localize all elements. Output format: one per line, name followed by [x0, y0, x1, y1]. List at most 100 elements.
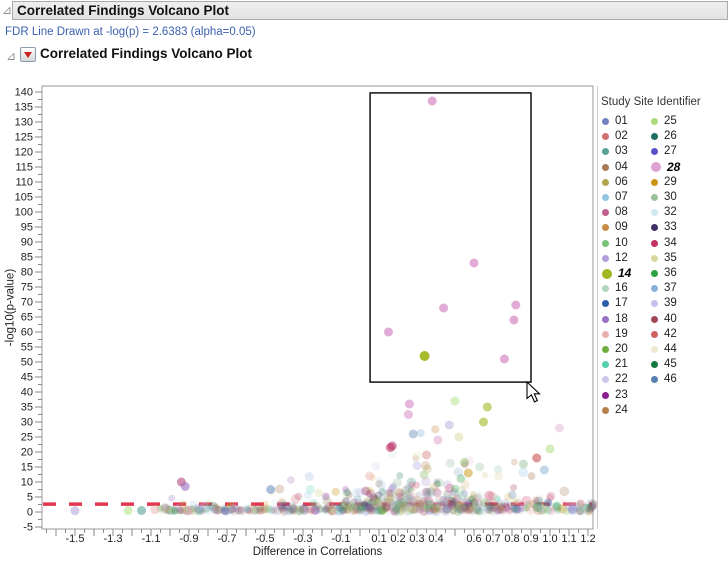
svg-text:135: 135	[15, 102, 33, 114]
legend-item-03[interactable]: 03	[602, 144, 628, 159]
legend-item-label: 04	[615, 160, 628, 173]
legend-swatch-icon	[602, 376, 609, 384]
data-point-site-25	[123, 506, 133, 515]
legend-item-06[interactable]: 06	[602, 175, 628, 190]
legend-swatch-icon	[602, 133, 609, 141]
legend-item-19[interactable]: 19	[602, 327, 628, 342]
legend-item-08[interactable]: 08	[602, 205, 628, 220]
legend-swatch-icon	[651, 330, 658, 338]
legend-item-14[interactable]: 14	[602, 266, 631, 281]
svg-text:40: 40	[21, 387, 33, 399]
legend-item-21[interactable]: 21	[602, 357, 628, 372]
legend-item-02[interactable]: 02	[602, 129, 628, 144]
legend-item-label: 21	[615, 358, 628, 371]
svg-text:115: 115	[15, 162, 33, 174]
legend-item-04[interactable]: 04	[602, 160, 628, 175]
legend-swatch-icon	[651, 133, 658, 141]
legend-swatch-icon	[602, 209, 609, 217]
data-point-site-03	[137, 506, 146, 515]
disclosure-triangle-icon[interactable]: ⊿	[6, 49, 17, 63]
legend-item-27[interactable]: 27	[651, 144, 677, 159]
selection-rectangle[interactable]	[369, 92, 532, 383]
legend-item-28[interactable]: 28	[651, 160, 680, 175]
legend-item-22[interactable]: 22	[602, 372, 628, 387]
legend-item-10[interactable]: 10	[602, 236, 628, 251]
legend-item-18[interactable]: 18	[602, 312, 628, 327]
legend-item-23[interactable]: 23	[602, 388, 628, 403]
legend-item-09[interactable]: 09	[602, 220, 628, 235]
legend-item-46[interactable]: 46	[651, 372, 677, 387]
disclosure-triangle-icon[interactable]: ⊿	[2, 3, 13, 17]
legend-item-label: 24	[615, 403, 628, 416]
legend-item-label: 02	[615, 130, 628, 143]
legend-item-label: 39	[664, 297, 677, 310]
svg-text:0.8: 0.8	[504, 533, 519, 545]
y-axis-ticks: -5 0 5 10 15 20 25 30 35 40 45 50 55 60 65 70 75 80 85 90 95…	[15, 87, 42, 534]
data-point-site-44	[494, 471, 504, 481]
legend-item-label: 18	[615, 312, 628, 325]
legend-item-45[interactable]: 45	[651, 357, 677, 372]
svg-text:0: 0	[27, 507, 33, 519]
legend-swatch-icon	[602, 194, 609, 201]
legend-item-20[interactable]: 20	[602, 342, 628, 357]
svg-text:0.6: 0.6	[466, 533, 481, 545]
legend-item-25[interactable]: 25	[651, 114, 677, 129]
legend-item-35[interactable]: 35	[651, 251, 677, 266]
legend-swatch-icon	[602, 330, 609, 338]
legend-item-label: 29	[664, 175, 677, 188]
legend-swatch-icon	[651, 300, 658, 308]
legend-item-label: 26	[664, 130, 677, 143]
data-point-site-28	[555, 423, 564, 433]
legend-item-01[interactable]: 01	[602, 114, 628, 129]
legend-item-34[interactable]: 34	[651, 236, 677, 251]
legend-item-37[interactable]: 37	[651, 281, 677, 296]
legend-item-44[interactable]: 44	[651, 342, 677, 357]
legend-swatch-icon	[602, 178, 609, 186]
legend-item-label: 17	[615, 297, 628, 310]
legend-item-26[interactable]: 26	[651, 129, 677, 144]
legend-item-36[interactable]: 36	[651, 266, 677, 281]
report-title: Correlated Findings Volcano Plot	[17, 3, 230, 18]
legend-item-29[interactable]: 29	[651, 175, 677, 190]
outline-header-bar[interactable]: Correlated Findings Volcano Plot	[12, 1, 728, 20]
svg-text:0.7: 0.7	[485, 533, 500, 545]
legend-item-33[interactable]: 33	[651, 220, 677, 235]
legend-swatch-icon	[602, 285, 609, 293]
legend-swatch-icon	[651, 178, 658, 186]
svg-text:35: 35	[21, 402, 33, 414]
legend-item-label: 30	[664, 191, 677, 203]
legend-item-label: 14	[618, 266, 632, 280]
legend-item-07[interactable]: 07	[602, 190, 628, 205]
x-axis-label: Difference in Correlations	[252, 546, 383, 558]
legend-swatch-icon	[651, 376, 658, 384]
data-point-site-14	[419, 351, 430, 361]
legend-item-17[interactable]: 17	[602, 296, 628, 311]
data-point-site-28	[469, 258, 479, 268]
legend-swatch-icon	[602, 391, 609, 399]
legend-swatch-icon	[602, 315, 609, 323]
legend-swatch-icon	[602, 254, 609, 262]
svg-text:105: 105	[15, 192, 33, 204]
data-point-site-19	[150, 505, 160, 515]
svg-text:-0.7: -0.7	[218, 533, 237, 545]
data-point-site-18	[180, 482, 190, 491]
svg-text:45: 45	[21, 372, 33, 384]
legend-item-label: 10	[615, 236, 628, 249]
fdr-note: FDR Line Drawn at -log(p) = 2.6383 (alph…	[5, 26, 256, 38]
svg-text:95: 95	[21, 222, 33, 234]
red-triangle-menu-button[interactable]	[20, 47, 36, 62]
svg-text:15: 15	[21, 462, 33, 474]
legend-item-32[interactable]: 32	[651, 205, 677, 220]
legend-item-30[interactable]: 30	[651, 190, 677, 205]
legend-item-24[interactable]: 24	[602, 403, 628, 418]
legend-item-12[interactable]: 12	[602, 251, 628, 266]
legend-item-42[interactable]: 42	[651, 327, 677, 342]
scatter-points[interactable]	[70, 96, 565, 516]
legend-item-16[interactable]: 16	[602, 281, 628, 296]
legend-item-39[interactable]: 39	[651, 296, 677, 311]
svg-text:-1.3: -1.3	[104, 533, 123, 545]
legend-item-40[interactable]: 40	[651, 312, 677, 327]
data-point-site-22	[412, 461, 422, 470]
svg-text:70: 70	[21, 297, 33, 309]
